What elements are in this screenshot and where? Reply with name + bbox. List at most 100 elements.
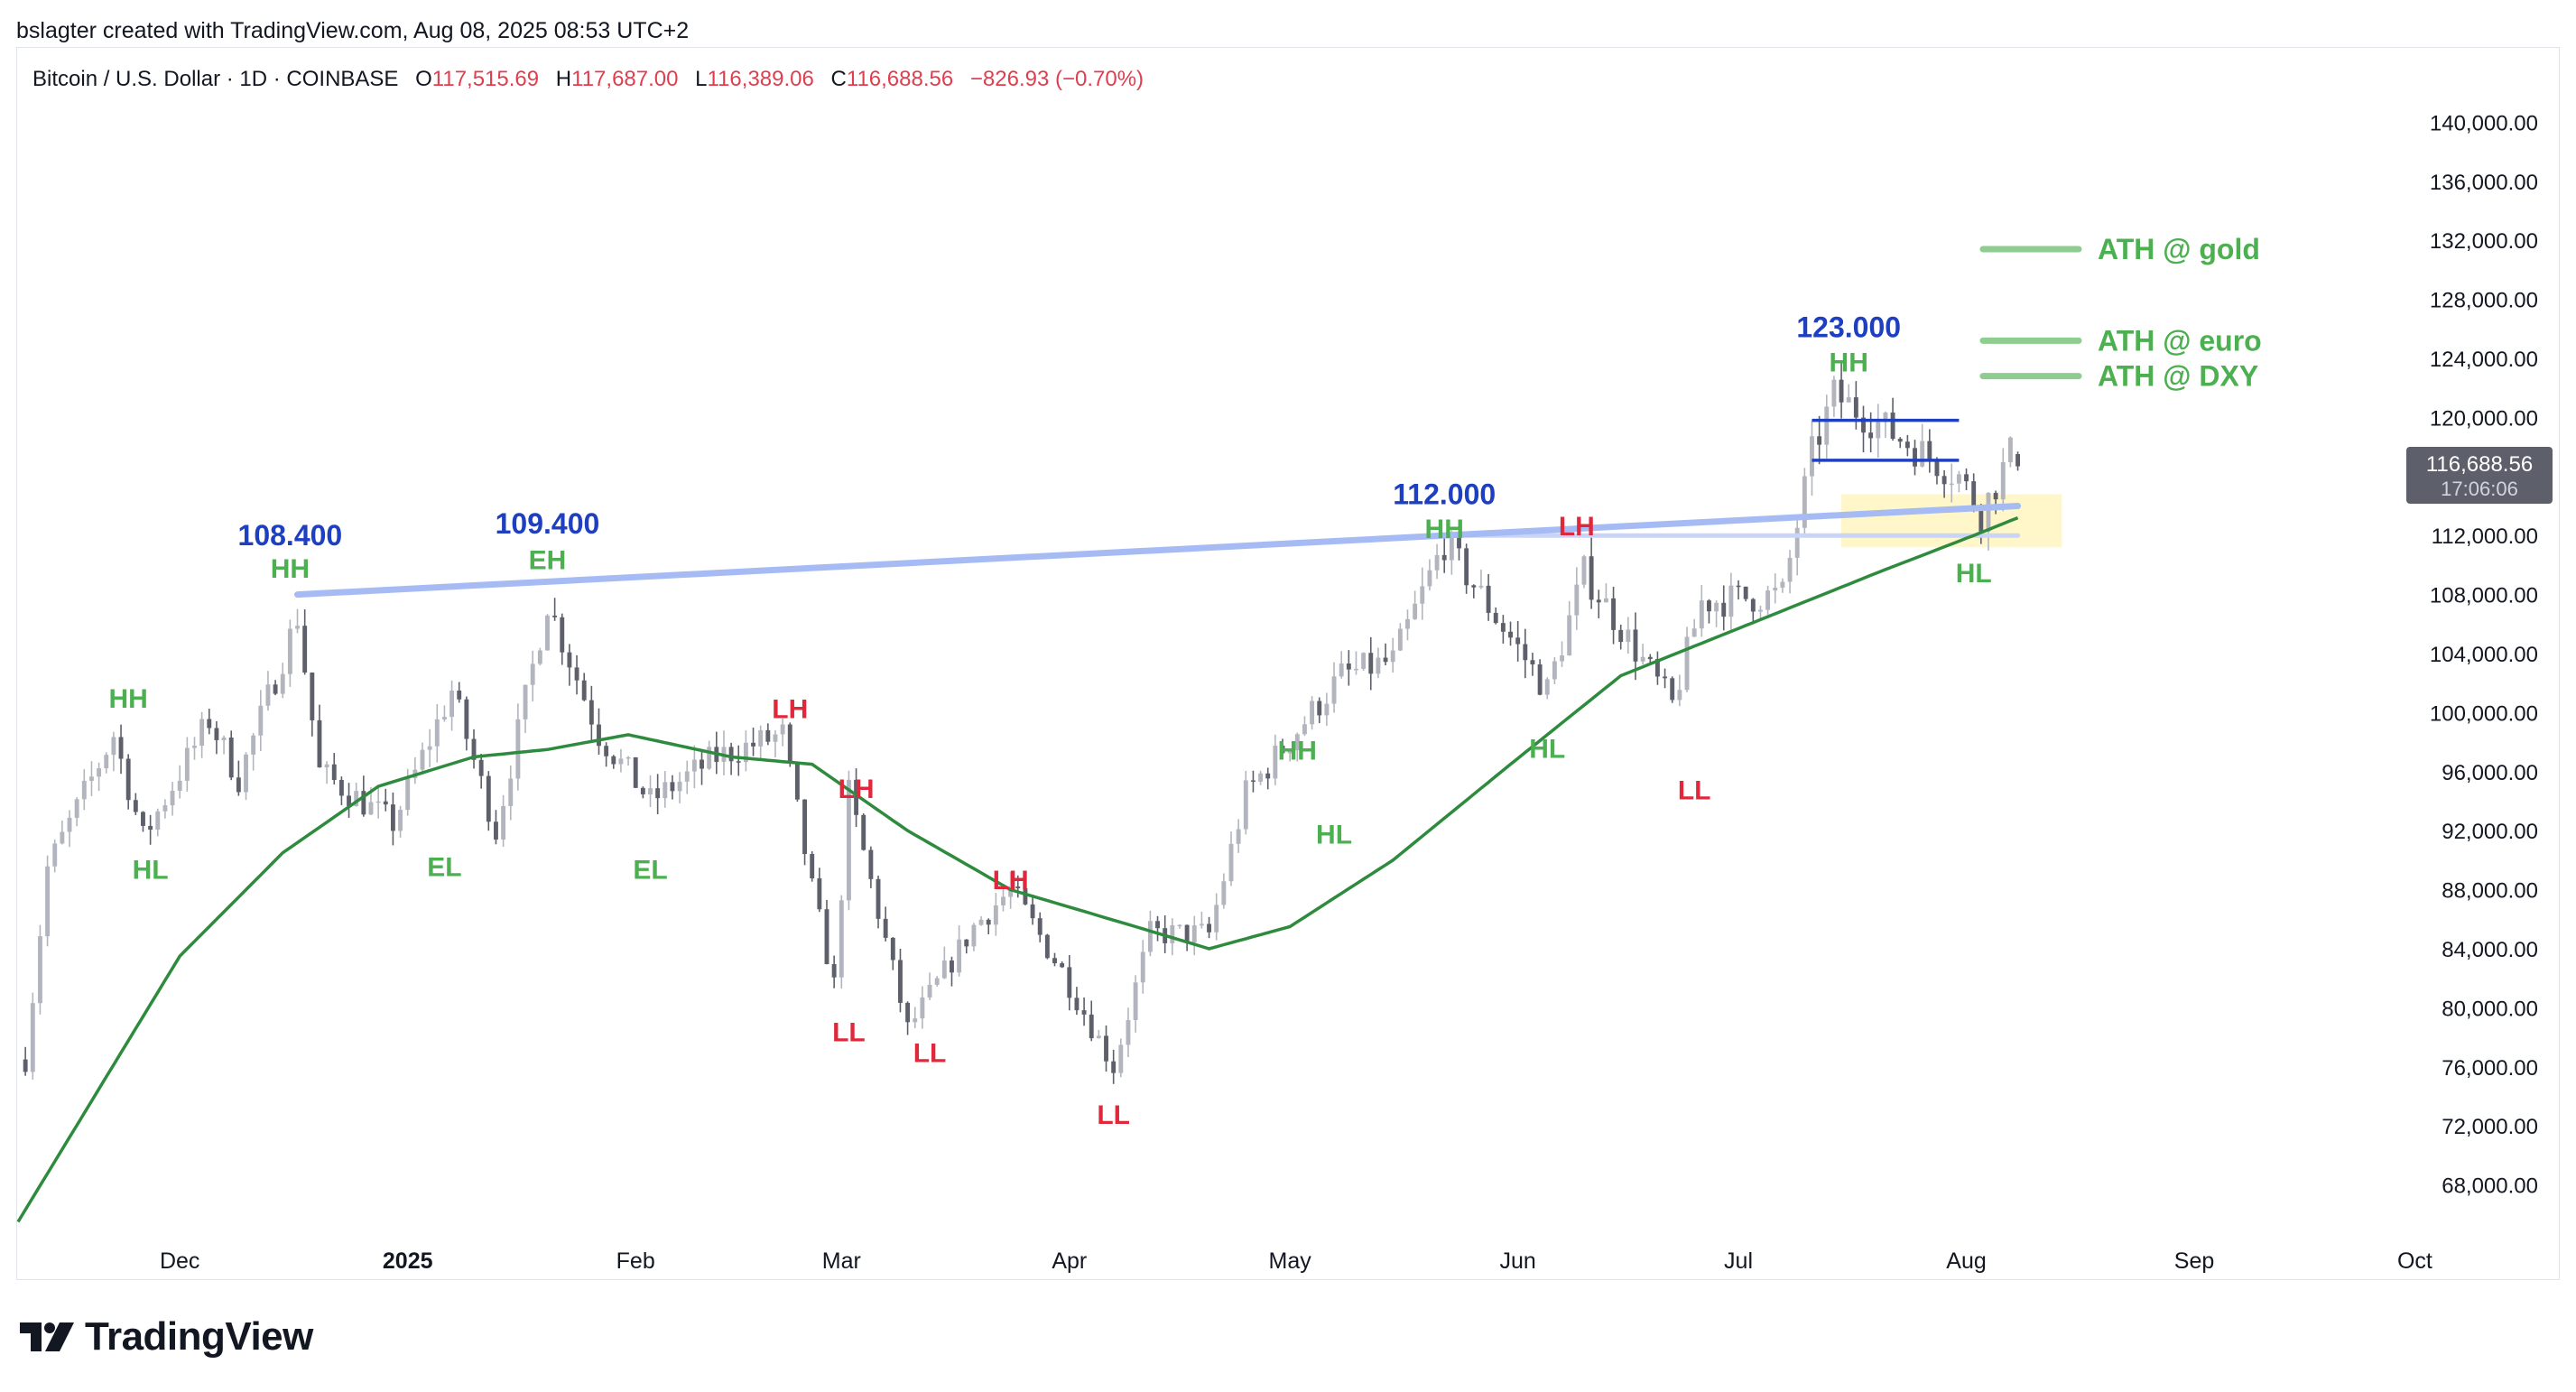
annotation-label: LL [1097,1100,1130,1130]
candle [1780,578,1785,593]
candle [412,756,418,784]
candle-body [1104,1035,1108,1062]
candle-body [347,795,351,806]
candle-body [971,924,977,947]
candle [1618,624,1624,650]
candle [1611,586,1617,645]
tradingview-logo[interactable]: TradingView [20,1314,313,1360]
candle [1368,636,1374,691]
tradingview-logo-icon [20,1322,74,1351]
y-axis-tick-label: 76,000.00 [2442,1056,2538,1081]
x-axis-tick-label: Oct [2397,1248,2432,1274]
candle [1383,643,1388,665]
candle [964,939,969,954]
candle-body [67,817,72,832]
candle [383,788,388,812]
candle-body [1934,459,1940,477]
close-value: 116,688.56 [846,67,954,91]
candle-body [625,756,631,759]
candle-body [361,791,366,815]
candle-body [1324,703,1330,716]
candle-body [155,811,161,831]
candle-body [986,919,991,925]
candle-body [1126,1020,1131,1045]
candle [1044,933,1050,960]
candle [331,753,337,784]
candle-body [1258,773,1264,782]
candle [508,765,514,821]
candle [207,709,212,735]
candle-body [1170,924,1175,943]
candle [1294,732,1300,762]
candle [736,745,741,776]
candle [52,840,58,873]
candle-body [1684,636,1690,691]
y-axis-tick-label: 120,000.00 [2430,406,2538,431]
annotation-label: HH [1278,736,1317,766]
y-axis-tick-label: 68,000.00 [2442,1174,2538,1199]
y-axis-tick-label: 84,000.00 [2442,938,2538,962]
candle-body [824,909,829,964]
candle [111,731,116,772]
candle [545,614,550,651]
candle-body [1978,507,1984,532]
candle [552,598,558,621]
candle-body [640,787,645,794]
candle [1067,954,1072,1011]
candle [1207,916,1212,939]
candle-body [1155,921,1160,929]
candle [700,751,704,785]
price-badge-bg [2406,447,2553,504]
annotation-label: LL [913,1038,947,1068]
candle-body [1640,656,1645,662]
y-axis-tick-label: 92,000.00 [2442,820,2538,844]
symbol-name: Bitcoin / U.S. Dollar · 1D · COINBASE [32,67,399,91]
y-axis: 140,000.00 136,000.00 132,000.00 128,000.00… [2430,111,2538,1198]
candle-body [1721,602,1727,617]
high-label: H [555,67,572,91]
candle-body [1883,413,1888,422]
candle-body [1618,629,1624,643]
candle [1831,376,1837,417]
candle-body [691,759,697,772]
chart-frame[interactable] [16,47,2560,1280]
candle-body [287,628,292,674]
candle [618,748,624,773]
candle [1478,570,1484,589]
candle-body [1986,492,1991,532]
candle [1876,404,1881,458]
x-axis-tick-label: Sep [2174,1248,2214,1274]
candle-body [1574,584,1580,616]
candle-body [780,724,785,735]
candle [1420,567,1425,620]
candle [280,663,285,699]
annotation-label: HL [133,856,169,886]
candle [523,684,528,733]
candle [1155,915,1160,942]
candle [30,992,35,1080]
candle [640,786,645,799]
candle [810,851,815,882]
candle-body [471,738,477,760]
candle-body [1897,439,1903,442]
candle-body [1589,556,1594,600]
candle-body [537,650,542,664]
candle [1052,952,1057,967]
x-axis-tick-label: Mar [822,1248,861,1274]
price-badge-value: 116,688.56 [2426,452,2533,477]
candle-body [574,667,579,681]
candle [1802,468,1807,535]
candle-body [60,831,65,844]
candle-body [1691,628,1697,637]
candle [1471,584,1477,599]
candle [1243,770,1248,835]
candle [839,895,844,989]
x-axis: Dec 2025 Feb Mar Apr May Jun Jul Aug Sep Oct [160,1248,2432,1274]
candle [1810,421,1814,496]
candle-body [23,1059,28,1072]
candle [1743,586,1748,602]
candle [934,976,940,987]
candle-body [802,799,808,855]
candle-body [876,878,881,919]
